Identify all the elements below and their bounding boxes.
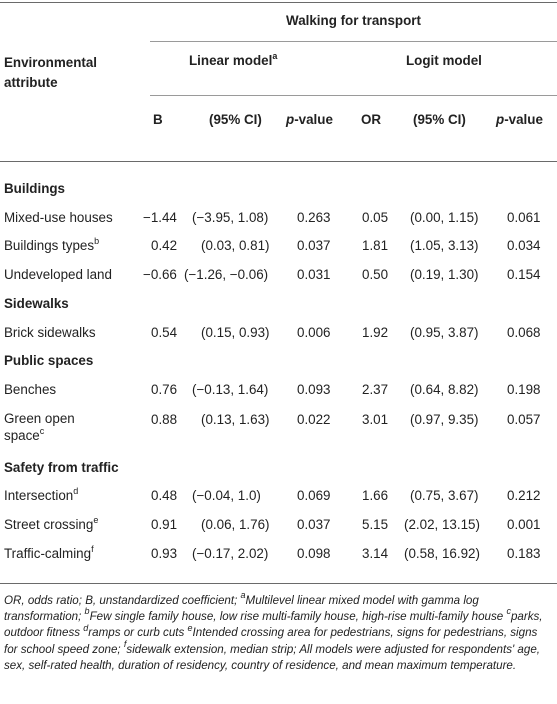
col-b-header: B: [153, 112, 163, 127]
b-ci: (0.03, 0.81): [201, 238, 270, 253]
footnote-text: Few single family house, low rise multi-…: [89, 610, 507, 624]
b-value: 0.48: [151, 488, 178, 503]
footnote-text: parks, outdoor fitness: [4, 610, 543, 640]
b-value: −1.44: [143, 210, 177, 225]
group-title: Walking for transport: [286, 13, 421, 28]
b-p-value: 0.006: [297, 325, 331, 340]
or-value: 0.05: [362, 210, 389, 225]
linear-model-header: Linear modela: [189, 50, 278, 68]
or-p-value: 0.183: [507, 546, 541, 561]
row-label: Buildings typesb: [4, 235, 100, 253]
b-value: 0.42: [151, 238, 178, 253]
or-ci: (0.95, 3.87): [410, 325, 479, 340]
attribute-header: Environmental attribute: [4, 55, 98, 90]
row-label: Traffic-calmingf: [4, 543, 94, 561]
or-value: 0.50: [362, 267, 389, 282]
section-title: Safety from traffic: [4, 460, 119, 475]
header-bottom-rule: [0, 161, 557, 162]
or-ci: (2.02, 13.15): [404, 517, 480, 532]
col-b-ci-header: (95% CI): [209, 112, 262, 127]
b-p-value: 0.022: [297, 412, 331, 427]
model-rule: [150, 95, 557, 96]
footnote-marker: d: [83, 622, 89, 633]
footnote-marker: e: [187, 622, 193, 633]
or-ci: (0.00, 1.15): [410, 210, 479, 225]
b-ci: (−3.95, 1.08): [192, 210, 269, 225]
footnote-marker: a: [240, 590, 246, 601]
b-p-value: 0.031: [297, 267, 331, 282]
or-p-value: 0.001: [507, 517, 541, 532]
or-ci: (0.64, 8.82): [410, 382, 479, 397]
or-ci: (0.19, 1.30): [410, 267, 479, 282]
row-label: Street crossinge: [4, 514, 99, 532]
b-p-value: 0.037: [297, 517, 331, 532]
col-or-p-header: p-value: [496, 112, 543, 127]
col-or-header: OR: [361, 112, 382, 127]
b-ci: (0.06, 1.76): [201, 517, 270, 532]
section-title: Buildings: [4, 181, 65, 196]
or-value: 3.14: [362, 546, 389, 561]
b-p-value: 0.098: [297, 546, 331, 561]
or-p-value: 0.034: [507, 238, 541, 253]
b-value: −0.66: [143, 267, 177, 282]
footnote-text: sidewalk extension, median strip; All mo…: [4, 642, 540, 672]
b-value: 0.93: [151, 546, 178, 561]
logit-model-header: Logit model: [406, 53, 482, 68]
b-ci: (−0.17, 2.02): [192, 546, 269, 561]
b-ci: (0.13, 1.63): [201, 412, 270, 427]
row-label: Benches: [4, 382, 57, 397]
or-value: 3.01: [362, 412, 389, 427]
footnote-marker: f: [123, 638, 127, 649]
b-p-value: 0.093: [297, 382, 331, 397]
table-bottom-rule: [0, 583, 557, 584]
or-value: 2.37: [362, 382, 389, 397]
or-value: 1.92: [362, 325, 389, 340]
footnote-text: Multilevel linear mixed model with gamma…: [4, 594, 479, 624]
footnote-text: OR, odds ratio; B, unstandardized coeffi…: [4, 594, 241, 607]
or-ci: (0.75, 3.67): [410, 488, 479, 503]
b-ci: (0.15, 0.93): [201, 325, 270, 340]
or-p-value: 0.154: [507, 267, 541, 282]
b-ci: (−0.13, 1.64): [192, 382, 269, 397]
section-title: Sidewalks: [4, 296, 69, 311]
b-value: 0.91: [151, 517, 178, 532]
b-p-value: 0.069: [297, 488, 331, 503]
row-label: Mixed-use houses: [4, 210, 113, 225]
or-ci: (1.05, 3.13): [410, 238, 479, 253]
row-label: Intersectiond: [4, 485, 79, 503]
or-ci: (0.58, 16.92): [404, 546, 480, 561]
footnote-text: Intended crossing area for pedestrians, …: [4, 626, 538, 656]
or-p-value: 0.198: [507, 382, 541, 397]
b-value: 0.76: [151, 382, 178, 397]
row-label: Green open spacec: [4, 411, 75, 443]
or-value: 5.15: [362, 517, 389, 532]
or-p-value: 0.061: [507, 210, 541, 225]
table-footnote: OR, odds ratio; B, unstandardized coeffi…: [4, 590, 553, 674]
section-title: Public spaces: [4, 353, 94, 368]
or-p-value: 0.212: [507, 488, 541, 503]
col-b-p-header: p-value: [286, 112, 333, 127]
footnote-marker: c: [506, 606, 511, 617]
b-p-value: 0.037: [297, 238, 331, 253]
or-p-value: 0.068: [507, 325, 541, 340]
row-label: Brick sidewalks: [4, 325, 96, 340]
col-or-ci-header: (95% CI): [413, 112, 466, 127]
footnote-marker: b: [84, 606, 90, 617]
b-ci: (−1.26, −0.06): [184, 267, 269, 282]
b-p-value: 0.263: [297, 210, 331, 225]
group-rule: [150, 41, 557, 42]
or-ci: (0.97, 9.35): [410, 412, 479, 427]
footnote-text: ramps or curb cuts: [88, 626, 188, 640]
top-rule: [0, 2, 557, 3]
or-p-value: 0.057: [507, 412, 541, 427]
or-value: 1.81: [362, 238, 389, 253]
b-ci: (−0.04, 1.0): [192, 488, 261, 503]
or-value: 1.66: [362, 488, 389, 503]
b-value: 0.88: [151, 412, 178, 427]
row-label: Undeveloped land: [4, 267, 112, 282]
b-value: 0.54: [151, 325, 178, 340]
